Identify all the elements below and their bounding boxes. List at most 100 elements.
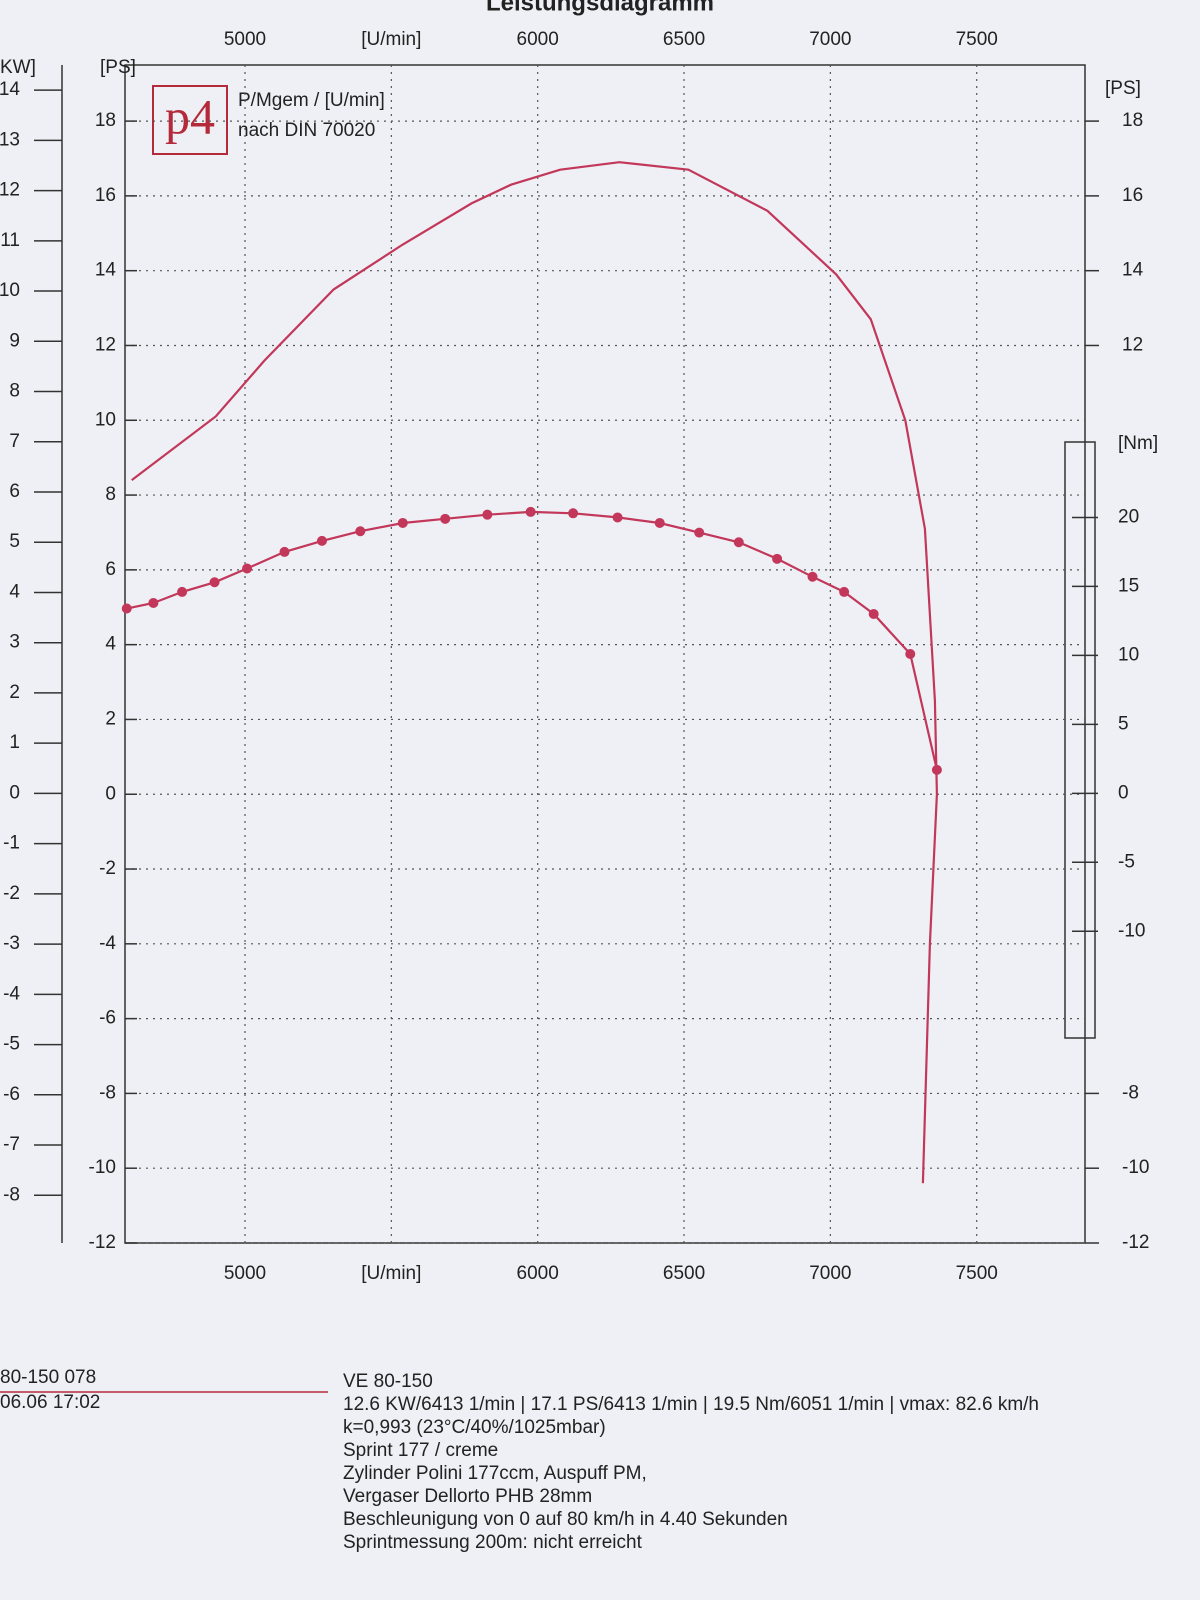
y3-tick-label: -6 [3,1084,20,1105]
footer-line: Sprintmessung 200m: nicht erreicht [343,1532,643,1553]
footer-line: Zylinder Polini 177ccm, Auspuff PM, [343,1463,647,1484]
annotation: P/Mgem / [U/min] [238,90,385,111]
y3-tick-label: 3 [9,632,20,653]
footer-line: VE 80-150 [343,1371,433,1392]
footer-line: Beschleunigung von 0 auf 80 km/h in 4.40… [343,1509,788,1530]
y-tick-label: 2 [105,708,116,729]
y2-tick-label: -10 [1118,920,1145,941]
y3-tick-label: 12 [0,180,20,201]
x-tick-label: 6500 [663,29,705,50]
y3-tick-label: 0 [9,782,20,803]
y2-tick-label: 5 [1118,713,1129,734]
y-tick-label: 16 [95,185,116,206]
chart-title: Leistungsdiagramm [486,0,714,16]
y2-axis-label: [Nm] [1118,433,1158,454]
y3-tick-label: 13 [0,129,20,150]
y-tick-label: 14 [95,260,117,281]
footer-left-line: 80-150 078 [0,1367,96,1388]
data-point [397,517,408,528]
data-point [148,597,159,608]
y3-axis-label: KW] [0,57,36,78]
y-tick-label: -4 [99,933,116,954]
right-y-tick-label: -10 [1122,1157,1149,1178]
y-tick-label: -10 [89,1157,116,1178]
right-y-tick-label: 14 [1122,260,1144,281]
x-tick-label: 6000 [517,1263,559,1284]
plot-frame [124,64,1086,1244]
y-tick-label: 18 [95,110,116,131]
footer-line: k=0,993 (23°C/40%/1025mbar) [343,1417,606,1438]
footer-line: 12.6 KW/6413 1/min | 17.1 PS/6413 1/min … [343,1394,1039,1415]
data-point [525,506,536,517]
y3-tick-label: 1 [9,732,20,753]
data-point [612,512,623,523]
y-tick-label: 12 [95,334,116,355]
y3-tick-label: 10 [0,280,20,301]
data-point [482,509,493,520]
y-tick-label: -6 [99,1008,116,1029]
right-y-tick-label: -8 [1122,1082,1139,1103]
y2-tick-label: 15 [1118,575,1139,596]
footer-line: Sprint 177 / creme [343,1440,498,1461]
data-point [568,508,579,519]
y3-tick-label: -2 [3,883,20,904]
logo: p4 [165,88,215,144]
y-tick-label: 0 [105,783,116,804]
data-point [279,546,290,557]
data-point [440,513,451,524]
y3-tick-label: 8 [9,381,20,402]
y3-tick-label: 6 [9,481,20,502]
y3-tick-label: 2 [9,682,20,703]
x-tick-label: 5000 [224,1263,266,1284]
data-point [177,586,188,597]
y-tick-label: 6 [105,559,116,580]
x-tick-label: 6500 [663,1263,705,1284]
x-tick-label: 7000 [809,29,851,50]
footer-left: 80-150 078 06.06 17:02 [0,1367,100,1413]
y2-tick-label: 20 [1118,506,1139,527]
right-y-tick-label: -12 [1122,1232,1149,1253]
data-point [931,764,942,775]
y2-tick-label: 10 [1118,644,1139,665]
data-point [839,586,850,597]
x-tick-label: 7500 [956,29,998,50]
right-y-tick-label: 16 [1122,185,1143,206]
data-point [868,608,879,619]
data-point [772,553,783,564]
x-tick-label: 7000 [809,1263,851,1284]
y3-tick-label: 4 [9,581,20,602]
y3-tick-label: -4 [3,983,20,1004]
logo-box [152,85,228,155]
data-point [807,571,818,582]
data-point [316,535,327,546]
right-y-tick-label: 12 [1122,334,1143,355]
y2-tick-label: -5 [1118,851,1135,872]
y-tick-label: 8 [105,484,116,505]
y-tick-label: 10 [95,409,116,430]
data-line [131,161,939,1184]
x-tick-label: [U/min] [361,29,421,50]
x-tick-label: 5000 [224,29,266,50]
y3-tick-label: -1 [3,833,20,854]
footer-left-line: 06.06 17:02 [0,1392,100,1413]
y-tick-label: -8 [99,1082,116,1103]
data-point [209,577,220,588]
y3-tick-label: -8 [3,1184,20,1205]
annotation: nach DIN 70020 [238,120,375,141]
data-point [733,537,744,548]
y3-tick-label: -5 [3,1034,20,1055]
y3-tick-label: 11 [0,230,20,251]
y-tick-label: 4 [105,634,116,655]
right-y-tick-label: 18 [1122,110,1143,131]
y3-tick-label: -7 [3,1134,20,1155]
data-point [905,649,916,659]
y3-tick-label: 9 [9,330,20,351]
y2-tick-label: 0 [1118,782,1129,803]
nm-axis-box [1064,441,1096,1039]
right-y-axis-label: [PS] [1105,78,1141,99]
footer-line: Vergaser Dellorto PHB 28mm [343,1486,592,1507]
y-axis-label: [PS] [100,57,136,78]
